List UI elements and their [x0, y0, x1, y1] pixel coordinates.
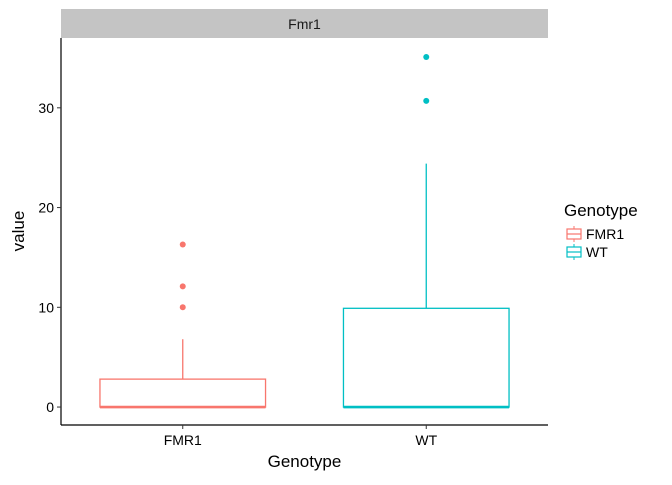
x-axis-title: Genotype — [268, 452, 342, 471]
box-group — [99, 241, 267, 409]
legend-label: WT — [586, 244, 608, 260]
box-group — [342, 53, 510, 409]
y-tick-label: 10 — [38, 299, 54, 315]
box-iqr — [99, 378, 267, 408]
outlier-point — [179, 304, 186, 311]
facet-strip-label: Fmr1 — [288, 16, 321, 32]
legend-label: FMR1 — [586, 226, 624, 242]
outlier-point — [423, 53, 430, 60]
x-axis-ticks: FMR1 WT — [164, 425, 438, 448]
outlier-point — [179, 283, 186, 290]
outlier-point — [179, 241, 186, 248]
legend-entries: FMR1 WT — [566, 226, 624, 260]
legend-entry: FMR1 — [566, 226, 624, 242]
y-tick-label: 0 — [46, 399, 54, 415]
x-tick-label: WT — [415, 432, 437, 448]
y-axis-title: value — [9, 211, 28, 252]
legend-title: Genotype — [564, 201, 638, 220]
x-tick-label: FMR1 — [164, 432, 202, 448]
legend: Genotype FMR1 WT — [564, 201, 638, 260]
facet-strip — [61, 9, 548, 38]
outlier-point — [423, 97, 430, 104]
box-series — [99, 53, 510, 409]
y-tick-label: 30 — [38, 100, 54, 116]
box-iqr — [342, 307, 510, 408]
legend-entry: WT — [566, 244, 608, 260]
y-axis-ticks: 0 10 20 30 — [38, 100, 61, 415]
y-tick-label: 20 — [38, 200, 54, 216]
